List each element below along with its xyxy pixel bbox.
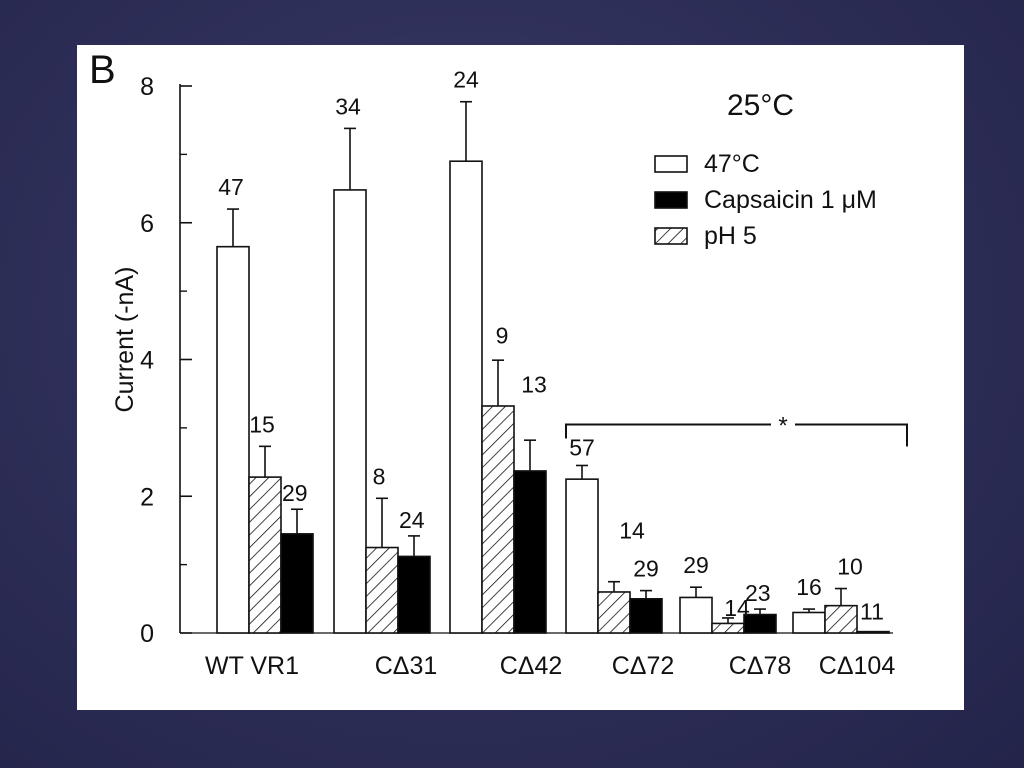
n-count-label: 9 <box>496 323 509 349</box>
n-count-label: 11 <box>860 599 884 625</box>
n-count-label: 10 <box>837 554 863 580</box>
bar-open <box>679 596 713 634</box>
bracket-gap <box>771 412 795 435</box>
bar-filled <box>629 598 663 634</box>
legend-swatch-filled <box>654 191 688 209</box>
bar-hatched <box>597 591 631 634</box>
significance-star: * <box>778 412 787 439</box>
n-count-label: 29 <box>282 480 308 506</box>
bar-filled <box>280 533 314 634</box>
bar-open <box>333 189 367 634</box>
bar-hatched <box>711 622 745 634</box>
x-tick-label: CΔ78 <box>729 652 792 680</box>
n-count-label: 13 <box>521 372 547 398</box>
y-tick-label: 4 <box>140 347 154 375</box>
x-tick-label: WT VR1 <box>205 652 299 680</box>
n-count-label: 14 <box>724 595 750 621</box>
n-count-label: 15 <box>249 411 275 437</box>
bracket-left-line <box>565 423 763 439</box>
bar-hatched <box>481 405 515 634</box>
bar-open <box>565 478 599 634</box>
x-tick-labels-group: WT VR1 CΔ31 CΔ42 CΔ72 CΔ78 CΔ104 <box>205 652 895 680</box>
count-labels-group: 47 34 24 57 29 16 15 8 9 14 14 10 29 24 13 29 23 11 <box>218 67 884 625</box>
y-axis-title: Current (-nA) <box>111 267 139 413</box>
n-count-label: 57 <box>569 434 595 460</box>
significance-bracket: * <box>565 412 908 447</box>
n-count-label: 29 <box>683 552 709 578</box>
y-tick-label: 2 <box>140 483 154 511</box>
bar-filled <box>856 630 890 634</box>
legend-swatch-open <box>654 155 688 173</box>
x-tick-label: CΔ31 <box>375 652 438 680</box>
y-tick-label: 6 <box>140 210 154 238</box>
temperature-label: 25°C <box>727 89 794 122</box>
x-tick-label: CΔ104 <box>819 652 896 680</box>
bars-group <box>216 100 890 634</box>
legend-swatch-hatched <box>654 227 688 245</box>
bar-hatched <box>365 546 399 634</box>
n-count-label: 23 <box>745 580 771 606</box>
bar-open <box>792 611 826 634</box>
y-tick-label: 0 <box>140 620 154 648</box>
n-count-label: 29 <box>633 556 659 582</box>
n-count-label: 8 <box>373 463 386 489</box>
legend-label: pH 5 <box>704 222 757 250</box>
n-count-label: 24 <box>399 507 425 533</box>
n-count-label: 34 <box>335 93 361 119</box>
x-tick-label: CΔ72 <box>612 652 675 680</box>
legend-label: 47°C <box>704 150 760 178</box>
bracket-right-line <box>752 423 908 447</box>
legend-label: Capsaicin 1 μM <box>704 186 877 214</box>
panel-label: B <box>89 48 116 92</box>
y-tick-label: 8 <box>140 73 154 101</box>
legend: 47°C Capsaicin 1 μM pH 5 <box>654 150 877 250</box>
figure-panel: B 25°C 0 2 4 6 8 Current (-nA) 47 34 24 57 29 16 15… <box>77 45 964 710</box>
bar-hatched <box>824 604 858 634</box>
bar-open <box>449 160 483 634</box>
n-count-label: 16 <box>796 574 822 600</box>
n-count-label: 24 <box>453 67 479 93</box>
bar-hatched <box>248 476 282 634</box>
bar-filled <box>513 470 547 634</box>
bar-filled <box>397 555 431 634</box>
x-tick-label: CΔ42 <box>500 652 563 680</box>
n-count-label: 14 <box>619 517 645 543</box>
bar-open <box>216 245 250 634</box>
n-count-label: 47 <box>218 174 244 200</box>
